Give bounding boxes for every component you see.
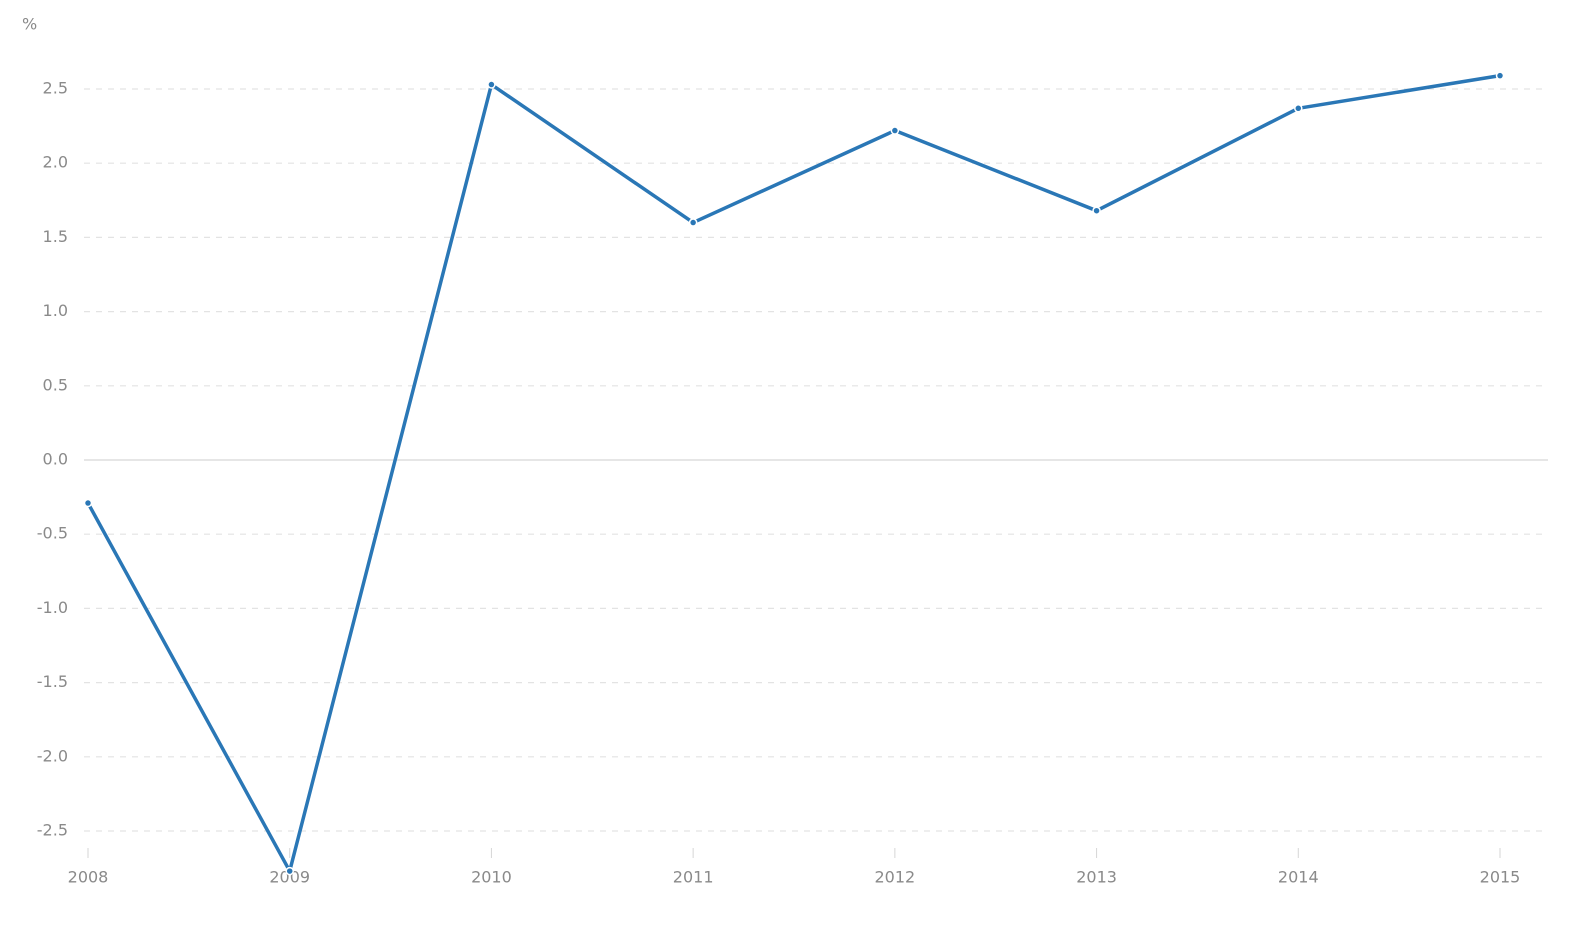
data-point <box>487 80 496 89</box>
x-tick-label: 2009 <box>269 868 310 887</box>
x-tick-label: 2014 <box>1278 868 1319 887</box>
y-tick-label: -1.5 <box>37 672 68 691</box>
y-tick-label: 0.0 <box>43 450 68 469</box>
x-tick-label: 2010 <box>471 868 512 887</box>
x-tick-label: 2015 <box>1480 868 1521 887</box>
y-tick-label: -2.0 <box>37 746 68 765</box>
x-tick-label: 2008 <box>68 868 109 887</box>
data-point <box>83 498 93 508</box>
y-axis-label: % <box>22 15 37 34</box>
x-tick-label: 2013 <box>1076 868 1117 887</box>
data-point <box>1495 71 1505 80</box>
data-point <box>1294 104 1303 113</box>
series-line <box>86 73 1501 873</box>
y-tick-label: 0.5 <box>43 375 68 394</box>
x-tick-label: 2011 <box>673 868 714 887</box>
data-point <box>688 218 698 227</box>
data-point <box>285 866 294 876</box>
x-tick-label: 2012 <box>874 868 915 887</box>
y-tick-label: -0.5 <box>37 524 68 543</box>
y-tick-label: 2.0 <box>43 153 68 172</box>
data-point <box>890 126 900 135</box>
y-tick-label: -2.5 <box>37 821 68 840</box>
y-tick-label: -1.0 <box>37 598 68 617</box>
y-tick-label: 1.5 <box>43 227 68 246</box>
y-tick-label: 1.0 <box>43 301 68 320</box>
y-tick-label: 2.5 <box>43 79 68 98</box>
data-point <box>1092 206 1101 215</box>
